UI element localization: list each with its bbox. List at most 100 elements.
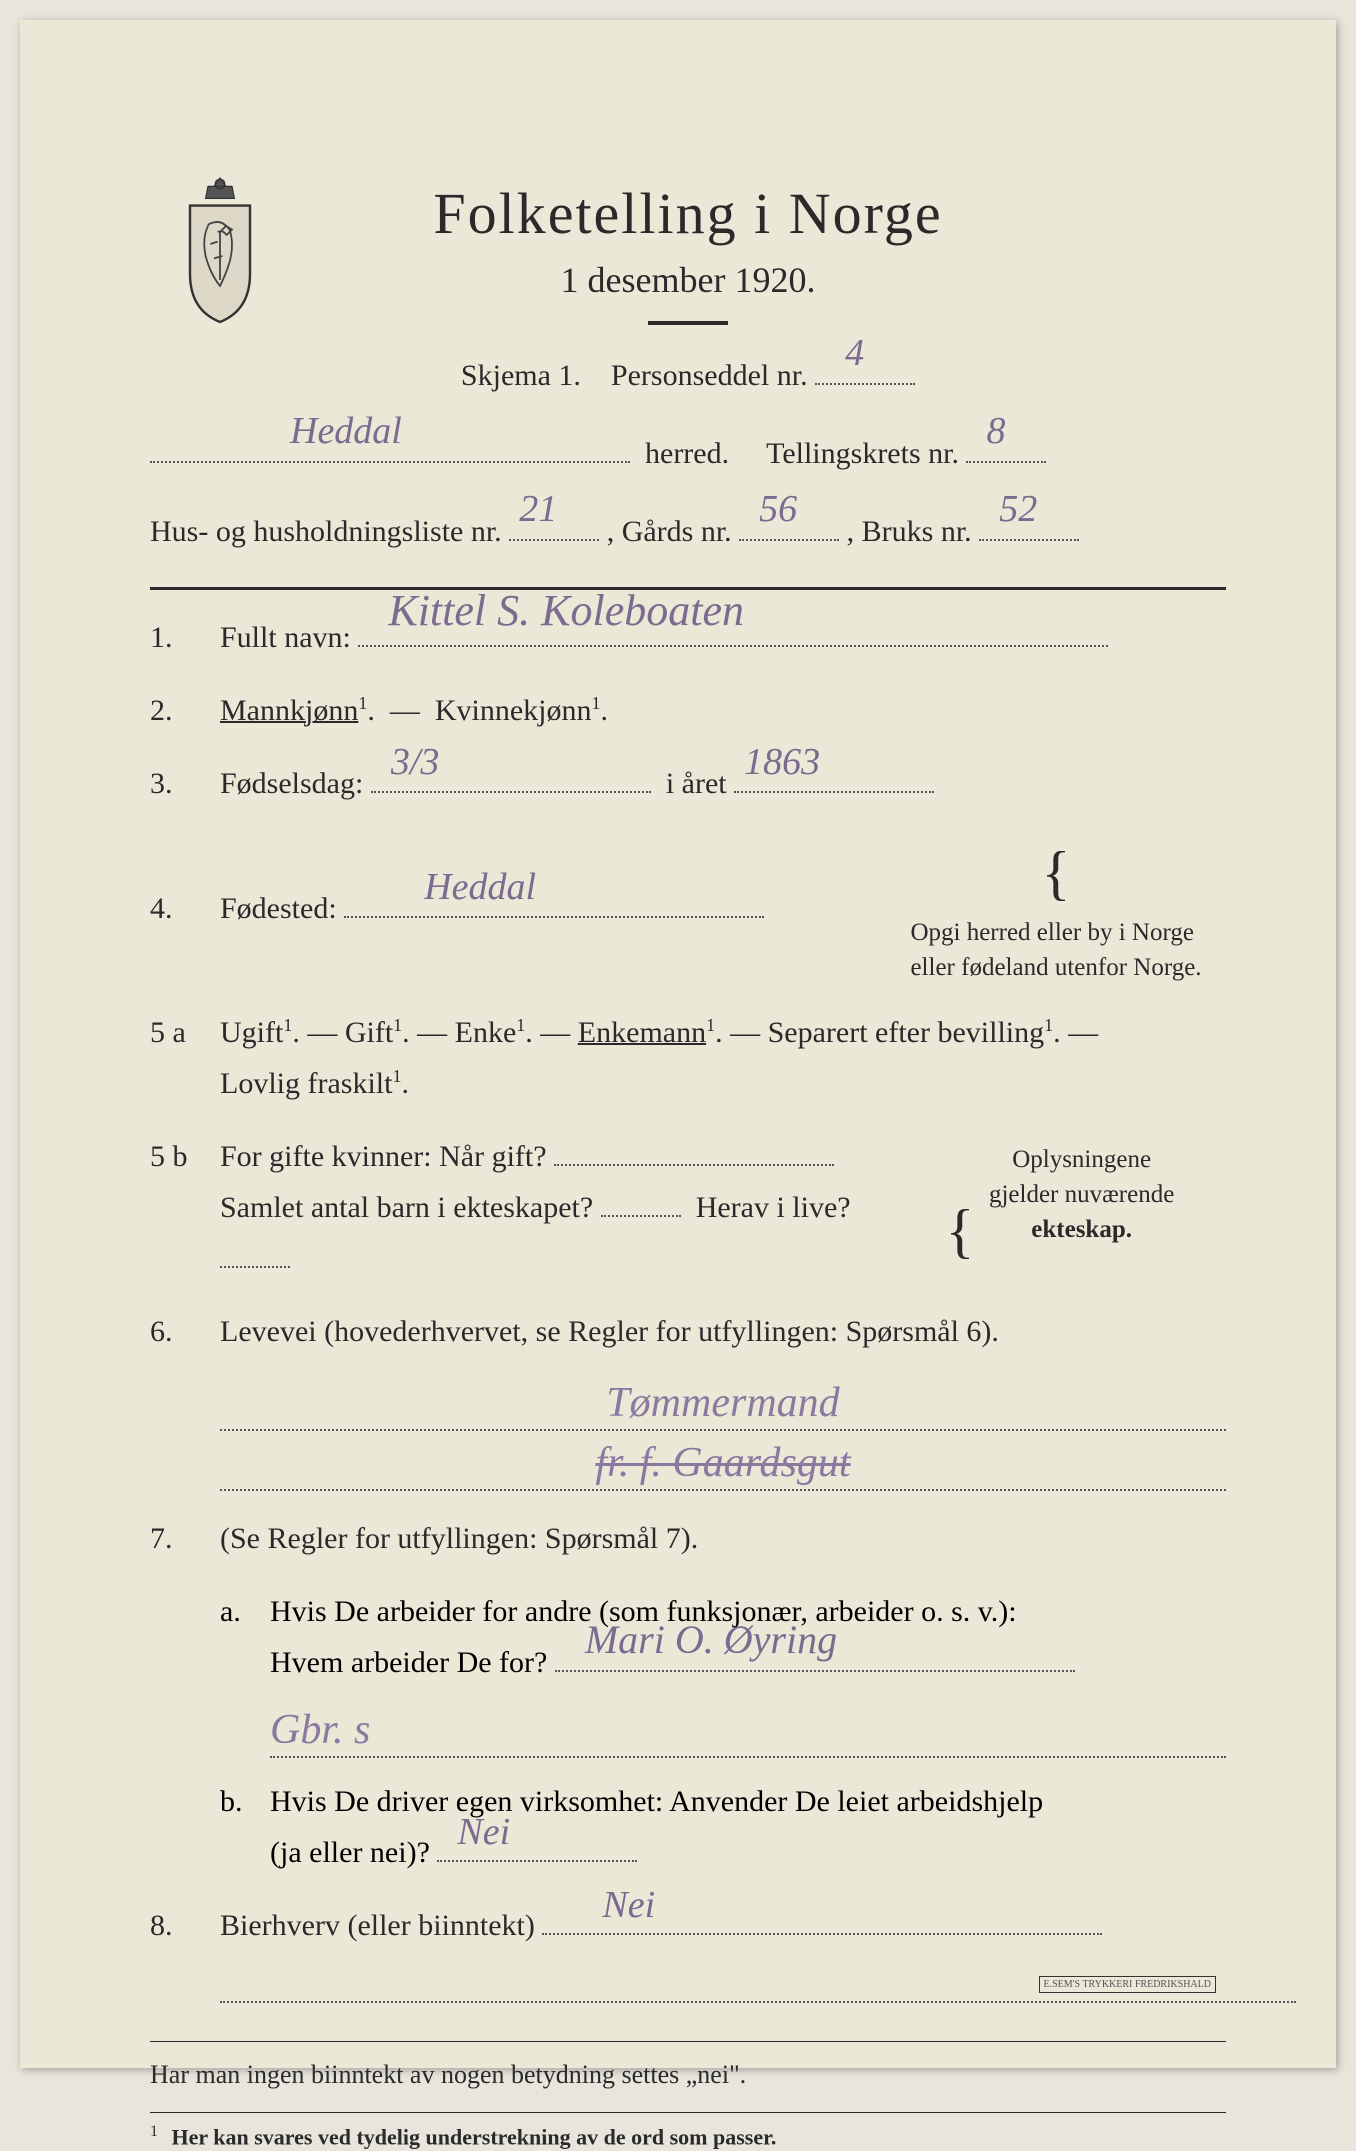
herred-field: Heddal bbox=[150, 461, 630, 463]
hus-field: 21 bbox=[509, 539, 599, 541]
q5b-line2b: Herav i live? bbox=[696, 1191, 851, 1224]
hus-value: 21 bbox=[519, 475, 557, 543]
q8-num: 8. bbox=[150, 1900, 200, 1951]
q2-mann: Mannkjønn bbox=[220, 694, 358, 727]
q3-year-field: 1863 bbox=[734, 791, 934, 793]
q6-num: 6. bbox=[150, 1306, 200, 1357]
q6-label: Levevei (hovederhvervet, se Regler for u… bbox=[220, 1315, 999, 1348]
q4-label: Fødested: bbox=[220, 892, 337, 925]
q8-label: Bierhverv (eller biinntekt) bbox=[220, 1909, 535, 1942]
gards-value: 56 bbox=[759, 475, 797, 543]
gards-label: , Gårds nr. bbox=[607, 515, 732, 548]
q2-num: 2. bbox=[150, 685, 200, 736]
q5b-live-field bbox=[220, 1266, 290, 1268]
q5b: 5 b For gifte kvinner: Når gift? Samlet … bbox=[150, 1131, 1226, 1284]
q7b-field: Nei bbox=[437, 1860, 637, 1862]
q1-num: 1. bbox=[150, 612, 200, 663]
q7a-value1: Mari O. Øyring bbox=[585, 1606, 837, 1674]
q2-kvinne: Kvinnekjønn bbox=[435, 694, 592, 727]
q7b-line2: (ja eller nei)? bbox=[270, 1836, 430, 1869]
bruks-value: 52 bbox=[999, 475, 1037, 543]
q7b-value: Nei bbox=[457, 1800, 510, 1865]
personseddel-label: Personseddel nr. bbox=[611, 359, 808, 392]
q1-field: Kittel S. Koleboaten bbox=[358, 645, 1108, 647]
q3-num: 3. bbox=[150, 758, 200, 809]
form-title: Folketelling i Norge bbox=[150, 180, 1226, 247]
q3-label: Fødselsdag: bbox=[220, 767, 363, 800]
herred-value: Heddal bbox=[290, 397, 402, 465]
q7: 7. (Se Regler for utfyllingen: Spørsmål … bbox=[150, 1513, 1226, 1564]
q5a-lovlig: Lovlig fraskilt bbox=[220, 1067, 392, 1100]
q5b-gift-field bbox=[554, 1164, 834, 1166]
tellingskrets-value: 8 bbox=[986, 397, 1005, 465]
census-form-page: Folketelling i Norge 1 desember 1920. Sk… bbox=[20, 20, 1336, 2068]
norway-coat-of-arms bbox=[160, 170, 280, 330]
q5a: 5 a Ugift1. — Gift1. — Enke1. — Enkemann… bbox=[150, 1007, 1226, 1109]
skjema-line: Skjema 1. Personseddel nr. 4 bbox=[150, 349, 1226, 403]
q7-label: (Se Regler for utfyllingen: Spørsmål 7). bbox=[220, 1522, 698, 1555]
q7a: a. Hvis De arbeider for andre (som funks… bbox=[150, 1586, 1226, 1688]
q5a-separert: Separert efter bevilling bbox=[768, 1016, 1045, 1049]
q7a-letter: a. bbox=[220, 1586, 241, 1637]
q7b-letter: b. bbox=[220, 1776, 243, 1827]
q4-value: Heddal bbox=[424, 855, 536, 920]
q8: 8. Bierhverv (eller biinntekt) Nei bbox=[150, 1900, 1226, 1951]
q4-note: { Opgi herred eller by i Norge eller fød… bbox=[886, 831, 1226, 985]
q5a-gift: Gift bbox=[345, 1016, 393, 1049]
q8-value: Nei bbox=[602, 1873, 655, 1938]
questions-section: 1. Fullt navn: Kittel S. Koleboaten 2. M… bbox=[150, 612, 1226, 2003]
q8-field: Nei bbox=[542, 1933, 1102, 1935]
tellingskrets-label: Tellingskrets nr. bbox=[766, 437, 959, 470]
q5b-note: { Oplysningene gjelder nuværende ekteska… bbox=[886, 1142, 1226, 1273]
q7a-field: Mari O. Øyring bbox=[555, 1670, 1075, 1672]
bruks-label: , Bruks nr. bbox=[847, 515, 972, 548]
hus-label: Hus- og husholdningsliste nr. bbox=[150, 515, 502, 548]
herred-line: Heddal herred. Tellingskrets nr. 8 bbox=[150, 427, 1226, 481]
q3-day-field: 3/3 bbox=[371, 791, 651, 793]
q4: 4. Fødested: Heddal { Opgi herred eller … bbox=[150, 831, 1226, 985]
printer-mark: E.SEM'S TRYKKERI FREDRIKSHALD bbox=[1039, 1976, 1216, 1993]
q7a-value2: Gbr. s bbox=[270, 1706, 1226, 1758]
brace-icon: { bbox=[1042, 831, 1071, 915]
q6-value1: Tømmermand bbox=[220, 1379, 1226, 1431]
q3-year-label: i året bbox=[666, 767, 727, 800]
q1: 1. Fullt navn: Kittel S. Koleboaten bbox=[150, 612, 1226, 663]
q4-num: 4. bbox=[150, 883, 200, 934]
q5b-line2a: Samlet antal barn i ekteskapet? bbox=[220, 1191, 593, 1224]
q3-year-value: 1863 bbox=[744, 730, 820, 795]
q5b-barn-field bbox=[601, 1215, 681, 1217]
gards-field: 56 bbox=[739, 539, 839, 541]
footnote-text: Her kan svares ved tydelig understreknin… bbox=[172, 2125, 777, 2150]
personseddel-field: 4 bbox=[815, 383, 915, 385]
q7a-line2: Hvem arbeider De for? bbox=[270, 1646, 547, 1679]
q2: 2. Mannkjønn1. — Kvinnekjønn1. bbox=[150, 685, 1226, 736]
q6: 6. Levevei (hovederhvervet, se Regler fo… bbox=[150, 1306, 1226, 1357]
q5a-enke: Enke bbox=[455, 1016, 517, 1049]
q5b-line1: For gifte kvinner: Når gift? bbox=[220, 1140, 547, 1173]
form-date: 1 desember 1920. bbox=[150, 259, 1226, 301]
q3-day-value: 3/3 bbox=[391, 730, 440, 795]
q5a-enkemann: Enkemann bbox=[578, 1016, 706, 1049]
footnote-num: 1 bbox=[150, 2123, 158, 2140]
skjema-label: Skjema 1. bbox=[461, 359, 581, 392]
q5a-ugift: Ugift bbox=[220, 1016, 283, 1049]
q3: 3. Fødselsdag: 3/3 i året 1863 bbox=[150, 758, 1226, 809]
q5b-num: 5 b bbox=[150, 1131, 200, 1182]
herred-label: herred. bbox=[645, 437, 729, 470]
footer-note: Har man ingen biinntekt av nogen betydni… bbox=[150, 2041, 1226, 2090]
personseddel-value: 4 bbox=[845, 319, 864, 387]
q4-field: Heddal bbox=[344, 916, 764, 918]
q7b: b. Hvis De driver egen virksomhet: Anven… bbox=[150, 1776, 1226, 1878]
q6-value2: fr. f. Gaardsgut bbox=[220, 1439, 1226, 1491]
q1-label: Fullt navn: bbox=[220, 621, 351, 654]
footnote: 1 Her kan svares ved tydelig understrekn… bbox=[150, 2112, 1226, 2150]
tellingskrets-field: 8 bbox=[966, 461, 1046, 463]
q5a-num: 5 a bbox=[150, 1007, 200, 1058]
bruks-field: 52 bbox=[979, 539, 1079, 541]
q7-num: 7. bbox=[150, 1513, 200, 1564]
q7b-line1: Hvis De driver egen virksomhet: Anvender… bbox=[270, 1785, 1043, 1818]
title-divider bbox=[648, 321, 728, 325]
q1-value: Kittel S. Koleboaten bbox=[388, 574, 744, 649]
hus-line: Hus- og husholdningsliste nr. 21 , Gårds… bbox=[150, 505, 1226, 559]
brace-icon: { bbox=[946, 1189, 975, 1273]
